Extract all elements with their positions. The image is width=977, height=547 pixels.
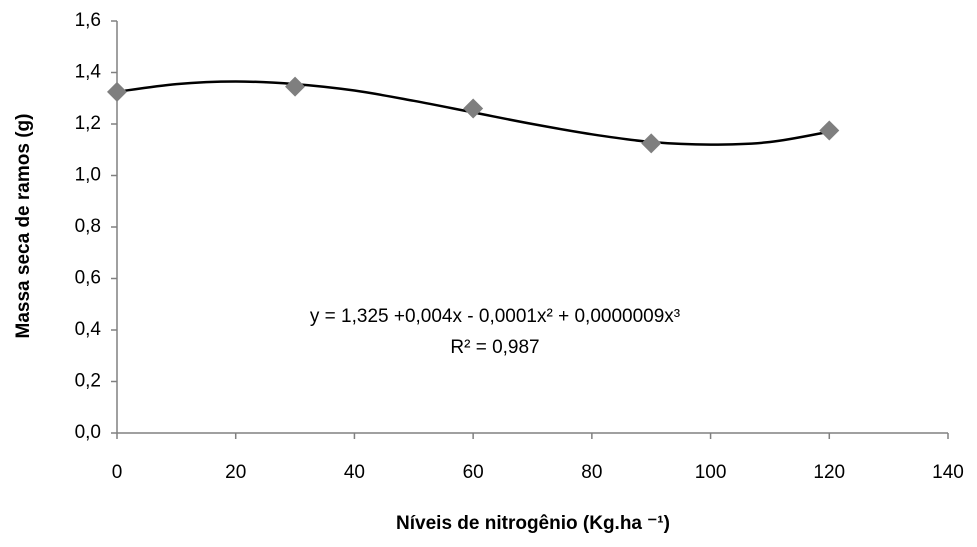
x-tick-label: 140: [932, 462, 964, 483]
x-tick-label: 100: [695, 462, 727, 483]
r-squared: R² = 0,987: [450, 337, 539, 358]
y-tick-label: 1,6: [75, 10, 101, 31]
marker: [463, 98, 484, 119]
y-tick-label: 0,4: [75, 319, 102, 340]
y-tick-label: 1,2: [75, 113, 101, 134]
y-tick-label: 0,8: [75, 216, 101, 237]
x-tick-label: 20: [225, 462, 246, 483]
y-tick-label: 1,4: [75, 62, 102, 83]
x-tick-label: 40: [344, 462, 365, 483]
x-tick-label: 0: [112, 462, 123, 483]
y-tick-label: 0,2: [75, 371, 101, 392]
x-tick-label: 80: [581, 462, 602, 483]
y-tick-label: 0,0: [75, 422, 101, 443]
marker: [641, 133, 662, 154]
y-tick-label: 1,0: [75, 165, 101, 186]
marker: [819, 120, 840, 141]
x-tick-label: 120: [813, 462, 845, 483]
x-tick-label: 60: [463, 462, 484, 483]
marker: [285, 76, 306, 97]
marker: [107, 81, 127, 102]
equation: y = 1,325 +0,004x - 0,0001x² + 0,0000009…: [310, 306, 680, 327]
x-axis-title: Níveis de nitrogênio (Kg.ha ⁻¹): [396, 513, 670, 534]
y-tick-label: 0,6: [75, 268, 101, 289]
y-axis-title: Massa seca de ramos (g): [13, 114, 34, 339]
